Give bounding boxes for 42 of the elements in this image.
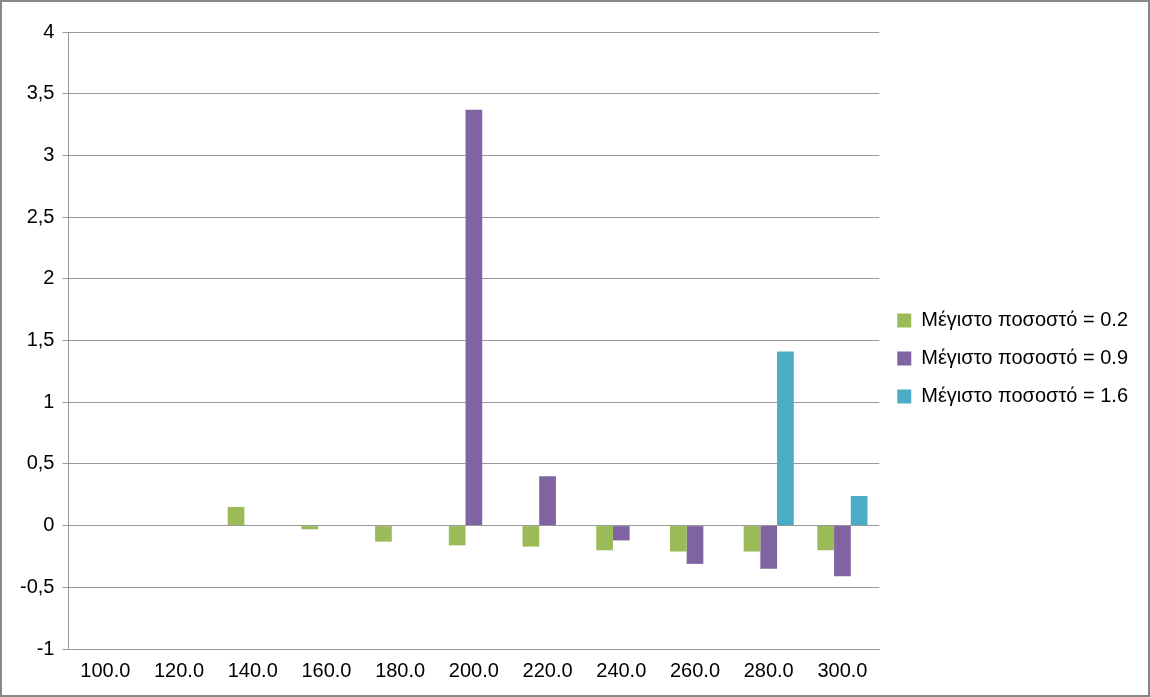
x-tick-label: 240.0 (596, 658, 647, 681)
bar (596, 526, 613, 551)
bar (669, 526, 687, 552)
bar (777, 351, 794, 526)
bar (375, 526, 392, 542)
y-tick-label: 2 (43, 266, 55, 289)
bar (743, 526, 761, 552)
x-tick-label: 300.0 (817, 658, 868, 681)
y-tick-label: 1,5 (26, 328, 55, 351)
bar (612, 526, 630, 541)
bar (448, 526, 466, 546)
x-tick-label: 260.0 (669, 658, 721, 681)
y-tick-label: 1 (43, 389, 55, 412)
x-tick-label: 220.0 (522, 658, 573, 681)
x-tick-label: 120.0 (154, 658, 205, 681)
x-tick-label: 280.0 (743, 658, 794, 681)
bar (686, 526, 704, 564)
y-tick-label: 0,5 (26, 451, 55, 474)
legend-label: Μέγιστο ποσοστό = 0.2 (921, 308, 1129, 331)
bar (522, 526, 540, 547)
x-tick-label: 100.0 (80, 658, 131, 681)
y-tick-label: -0,5 (19, 574, 55, 597)
y-tick-label: 3,5 (26, 81, 55, 104)
x-tick-label: 140.0 (227, 658, 278, 681)
y-tick-label: 2,5 (26, 204, 55, 227)
bar (760, 526, 778, 569)
bar (850, 495, 868, 526)
y-tick-label: 0 (43, 513, 55, 536)
x-tick-label: 200.0 (448, 658, 499, 681)
bar (539, 476, 556, 526)
bar (227, 507, 245, 526)
bar (301, 526, 319, 530)
x-tick-label: 180.0 (375, 658, 426, 681)
y-tick-label: 4 (43, 19, 55, 42)
bar (834, 526, 851, 577)
y-tick-label: 3 (43, 142, 55, 165)
x-tick-label: 160.0 (301, 658, 352, 681)
legend-label: Μέγιστο ποσοστό = 0.9 (921, 346, 1129, 369)
y-tick-label: -1 (36, 636, 55, 659)
bar (465, 109, 483, 526)
legend-label: Μέγιστο ποσοστό = 1.6 (921, 384, 1129, 407)
bar (817, 526, 835, 551)
